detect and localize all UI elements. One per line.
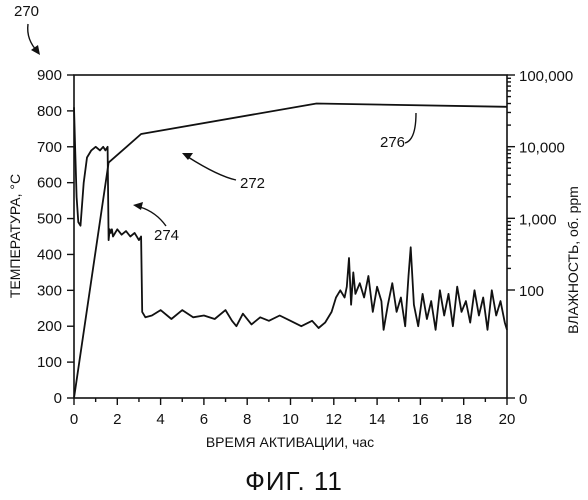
y-left-tick-label: 800 <box>37 103 62 120</box>
y-right-tick-label: 0 <box>519 391 527 408</box>
x-tick-label: 0 <box>70 411 78 428</box>
x-tick-label: 4 <box>156 411 164 428</box>
y-axis-left-title: ТЕМПЕРАТУРА, °C <box>7 174 23 298</box>
x-axis-title: ВРЕМЯ АКТИВАЦИИ, час <box>206 434 374 450</box>
y-left-tick-label: 500 <box>37 211 62 228</box>
x-tick-label: 16 <box>412 411 429 428</box>
figure-reference-number: 270 <box>14 3 39 20</box>
y-left-tick-label: 400 <box>37 246 62 263</box>
callout-276: 276 <box>380 134 405 151</box>
axis-ticks <box>67 75 515 405</box>
x-tick-label: 2 <box>113 411 121 428</box>
y-right-tick-label: 100,000 <box>519 68 573 85</box>
x-tick-label: 6 <box>200 411 208 428</box>
callout-276-leader <box>405 113 416 143</box>
series-humidity-line <box>74 104 507 399</box>
y-right-tick-label: 10,000 <box>519 140 565 157</box>
y-left-tick-label: 600 <box>37 175 62 192</box>
callout-274: 274 <box>154 227 179 244</box>
x-tick-label: 20 <box>499 411 516 428</box>
callout-272-leader <box>188 157 236 180</box>
axis-tick-labels: 0246810121416182001002003004005006007008… <box>37 67 573 428</box>
figure-reference-arrowhead <box>31 45 40 55</box>
y-axis-right-title: ВЛАЖНОСТЬ, об. ppm <box>565 186 581 334</box>
x-tick-label: 8 <box>243 411 251 428</box>
callout-272: 272 <box>240 175 265 192</box>
y-left-tick-label: 0 <box>54 390 62 407</box>
x-tick-label: 12 <box>325 411 342 428</box>
y-left-tick-label: 900 <box>37 67 62 84</box>
callout-274-arrowhead <box>133 202 143 210</box>
y-right-tick-label: 1,000 <box>519 211 557 228</box>
x-tick-label: 14 <box>369 411 386 428</box>
y-right-tick-label: 100 <box>519 283 544 300</box>
y-left-tick-label: 300 <box>37 282 62 299</box>
y-left-tick-label: 100 <box>37 354 62 371</box>
callout-274-leader <box>140 207 166 226</box>
y-left-tick-label: 700 <box>37 139 62 156</box>
figure-caption: ФИГ. 11 <box>245 466 343 496</box>
y-left-tick-label: 200 <box>37 318 62 335</box>
series-temperature-line <box>74 107 507 329</box>
x-tick-label: 10 <box>282 411 299 428</box>
plot-frame <box>74 75 507 398</box>
x-tick-label: 18 <box>455 411 472 428</box>
